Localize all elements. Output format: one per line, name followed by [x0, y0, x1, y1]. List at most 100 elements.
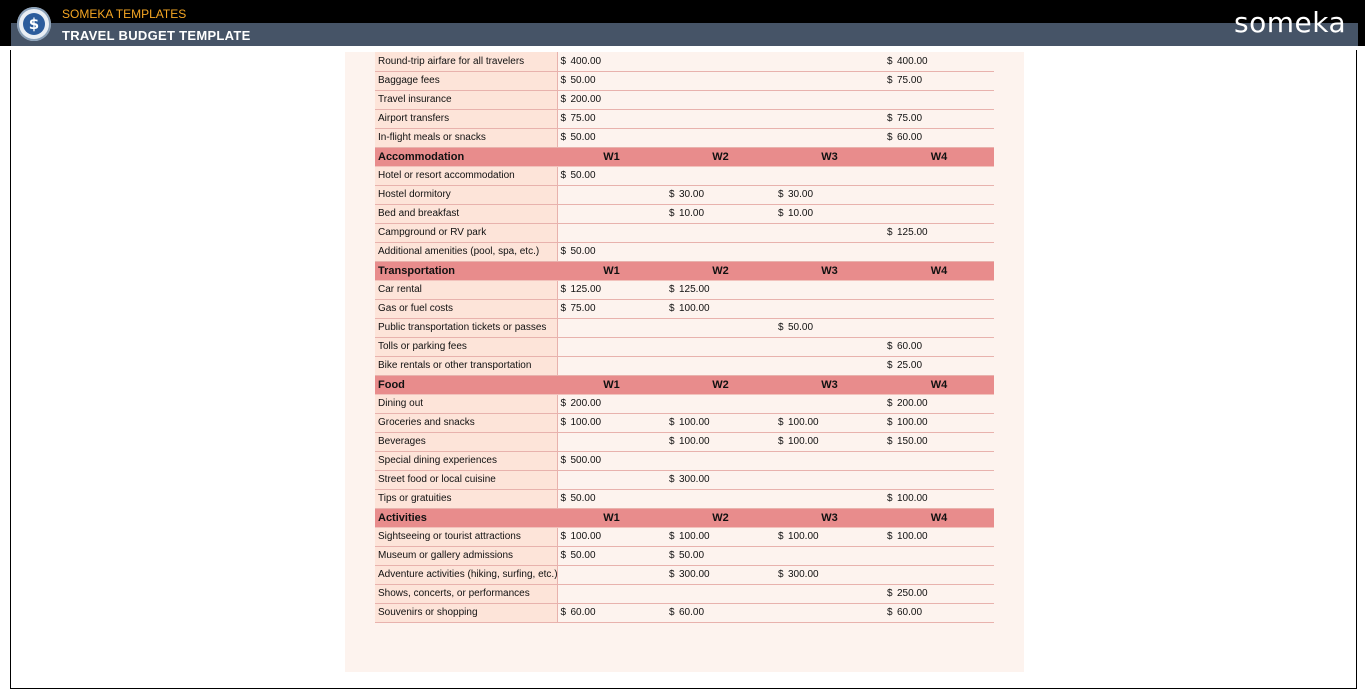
amount-cell[interactable]: $25.00 [884, 356, 994, 376]
amount-cell[interactable] [666, 451, 775, 471]
expense-label[interactable]: Bike rentals or other transportation [375, 356, 558, 376]
amount-cell[interactable] [666, 166, 775, 186]
amount-cell[interactable] [557, 204, 666, 224]
amount-cell[interactable] [884, 280, 994, 300]
amount-cell[interactable] [557, 470, 666, 490]
amount-cell[interactable]: $50.00 [557, 71, 666, 91]
amount-cell[interactable]: $10.00 [775, 204, 884, 224]
expense-label[interactable]: Travel insurance [375, 90, 558, 110]
someka-logo[interactable]: someka [1234, 6, 1347, 39]
amount-cell[interactable] [775, 603, 884, 623]
amount-cell[interactable]: $75.00 [557, 109, 666, 129]
expense-label[interactable]: Baggage fees [375, 71, 558, 91]
amount-cell[interactable] [666, 223, 775, 243]
amount-cell[interactable]: $200.00 [884, 394, 994, 414]
amount-cell[interactable]: $100.00 [884, 489, 994, 509]
amount-cell[interactable] [775, 337, 884, 357]
amount-cell[interactable]: $100.00 [666, 413, 775, 433]
amount-cell[interactable]: $200.00 [557, 394, 666, 414]
amount-cell[interactable] [775, 90, 884, 110]
amount-cell[interactable]: $60.00 [666, 603, 775, 623]
amount-cell[interactable] [775, 109, 884, 129]
amount-cell[interactable] [775, 584, 884, 604]
amount-cell[interactable]: $250.00 [884, 584, 994, 604]
amount-cell[interactable] [884, 565, 994, 585]
amount-cell[interactable]: $300.00 [775, 565, 884, 585]
amount-cell[interactable] [775, 394, 884, 414]
amount-cell[interactable]: $500.00 [557, 451, 666, 471]
amount-cell[interactable]: $125.00 [666, 280, 775, 300]
expense-label[interactable]: Museum or gallery admissions [375, 546, 558, 566]
amount-cell[interactable]: $100.00 [666, 527, 775, 547]
expense-label[interactable]: Public transportation tickets or passes [375, 318, 558, 338]
expense-label[interactable]: Sightseeing or tourist attractions [375, 527, 558, 547]
amount-cell[interactable] [884, 242, 994, 262]
expense-label[interactable]: Souvenirs or shopping [375, 603, 558, 623]
expense-label[interactable]: Hotel or resort accommodation [375, 166, 558, 186]
amount-cell[interactable] [666, 318, 775, 338]
amount-cell[interactable]: $400.00 [557, 52, 666, 72]
amount-cell[interactable] [666, 242, 775, 262]
amount-cell[interactable] [775, 242, 884, 262]
amount-cell[interactable]: $100.00 [557, 413, 666, 433]
amount-cell[interactable]: $50.00 [666, 546, 775, 566]
amount-cell[interactable]: $30.00 [666, 185, 775, 205]
amount-cell[interactable] [666, 71, 775, 91]
amount-cell[interactable]: $100.00 [775, 413, 884, 433]
amount-cell[interactable]: $50.00 [557, 546, 666, 566]
amount-cell[interactable]: $75.00 [884, 109, 994, 129]
amount-cell[interactable] [884, 185, 994, 205]
expense-label[interactable]: Bed and breakfast [375, 204, 558, 224]
amount-cell[interactable] [666, 394, 775, 414]
amount-cell[interactable] [557, 432, 666, 452]
amount-cell[interactable]: $60.00 [884, 603, 994, 623]
expense-label[interactable]: Adventure activities (hiking, surfing, e… [375, 565, 558, 585]
amount-cell[interactable] [666, 337, 775, 357]
expense-label[interactable]: Airport transfers [375, 109, 558, 129]
amount-cell[interactable] [884, 546, 994, 566]
amount-cell[interactable] [884, 204, 994, 224]
amount-cell[interactable] [666, 128, 775, 148]
amount-cell[interactable]: $300.00 [666, 565, 775, 585]
amount-cell[interactable]: $200.00 [557, 90, 666, 110]
amount-cell[interactable] [557, 356, 666, 376]
amount-cell[interactable]: $75.00 [557, 299, 666, 319]
expense-label[interactable]: In-flight meals or snacks [375, 128, 558, 148]
amount-cell[interactable]: $100.00 [775, 432, 884, 452]
amount-cell[interactable]: $100.00 [666, 432, 775, 452]
amount-cell[interactable]: $60.00 [557, 603, 666, 623]
amount-cell[interactable] [775, 546, 884, 566]
amount-cell[interactable]: $100.00 [666, 299, 775, 319]
amount-cell[interactable] [775, 52, 884, 72]
amount-cell[interactable]: $100.00 [775, 527, 884, 547]
amount-cell[interactable] [775, 356, 884, 376]
expense-label[interactable]: Beverages [375, 432, 558, 452]
amount-cell[interactable]: $75.00 [884, 71, 994, 91]
amount-cell[interactable] [775, 128, 884, 148]
expense-label[interactable]: Groceries and snacks [375, 413, 558, 433]
expense-label[interactable]: Hostel dormitory [375, 185, 558, 205]
amount-cell[interactable]: $300.00 [666, 470, 775, 490]
expense-label[interactable]: Special dining experiences [375, 451, 558, 471]
amount-cell[interactable]: $125.00 [884, 223, 994, 243]
amount-cell[interactable] [775, 299, 884, 319]
amount-cell[interactable] [666, 52, 775, 72]
expense-label[interactable]: Car rental [375, 280, 558, 300]
expense-label[interactable]: Round-trip airfare for all travelers [375, 52, 558, 72]
expense-label[interactable]: Shows, concerts, or performances [375, 584, 558, 604]
amount-cell[interactable]: $50.00 [557, 128, 666, 148]
amount-cell[interactable]: $50.00 [557, 166, 666, 186]
amount-cell[interactable] [775, 489, 884, 509]
amount-cell[interactable] [884, 166, 994, 186]
amount-cell[interactable] [666, 584, 775, 604]
amount-cell[interactable] [666, 356, 775, 376]
amount-cell[interactable]: $125.00 [557, 280, 666, 300]
amount-cell[interactable] [775, 223, 884, 243]
amount-cell[interactable]: $10.00 [666, 204, 775, 224]
expense-label[interactable]: Tips or gratuities [375, 489, 558, 509]
amount-cell[interactable]: $60.00 [884, 337, 994, 357]
amount-cell[interactable]: $100.00 [557, 527, 666, 547]
amount-cell[interactable] [775, 451, 884, 471]
amount-cell[interactable]: $60.00 [884, 128, 994, 148]
amount-cell[interactable]: $50.00 [557, 242, 666, 262]
